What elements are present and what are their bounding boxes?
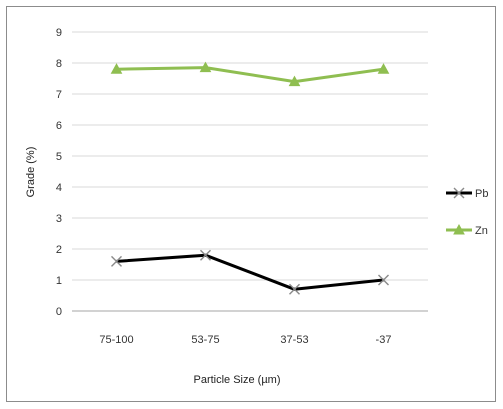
series-line-pb [116, 253, 384, 291]
y-tick-label: 7 [56, 89, 62, 101]
x-axis-label: Particle Size (µm) [193, 374, 280, 386]
y-tick-labels: 0 1 2 3 4 5 6 7 8 9 [56, 27, 62, 318]
data-point-zn [377, 63, 390, 74]
x-tick-labels: 75-100 53-75 37-53 -37 [99, 334, 391, 346]
legend-label-pb: Pb [475, 188, 488, 200]
y-tick-label: 6 [56, 120, 62, 132]
y-tick-label: 3 [56, 213, 62, 225]
data-point-pb [289, 283, 300, 295]
y-tick-label: 5 [56, 151, 62, 163]
x-tick-label: -37 [376, 334, 392, 346]
legend: Pb Zn [446, 187, 488, 237]
data-point-pb [111, 255, 122, 267]
series-lines [110, 61, 390, 295]
data-point-zn [110, 63, 123, 74]
data-point-zn [199, 61, 212, 73]
y-tick-label: 4 [56, 182, 62, 194]
series-line-zn [116, 66, 384, 84]
data-point-pb [200, 249, 211, 261]
y-tick-label: 9 [56, 27, 62, 39]
x-tick-label: 75-100 [99, 334, 133, 346]
y-tick-label: 0 [56, 306, 62, 318]
data-point-pb [378, 274, 389, 286]
legend-marker-zn [453, 223, 465, 235]
data-point-zn [288, 75, 301, 87]
chart-frame [6, 6, 496, 402]
y-tick-label: 8 [56, 58, 62, 70]
y-axis-label: Grade (%) [25, 147, 37, 198]
gridlines [72, 31, 428, 312]
y-tick-label: 1 [56, 275, 62, 287]
legend-marker-pb [453, 187, 465, 199]
x-tick-label: 37-53 [280, 334, 308, 346]
x-tick-label: 53-75 [191, 334, 219, 346]
y-tick-label: 2 [56, 244, 62, 256]
legend-label-zn: Zn [475, 225, 488, 237]
